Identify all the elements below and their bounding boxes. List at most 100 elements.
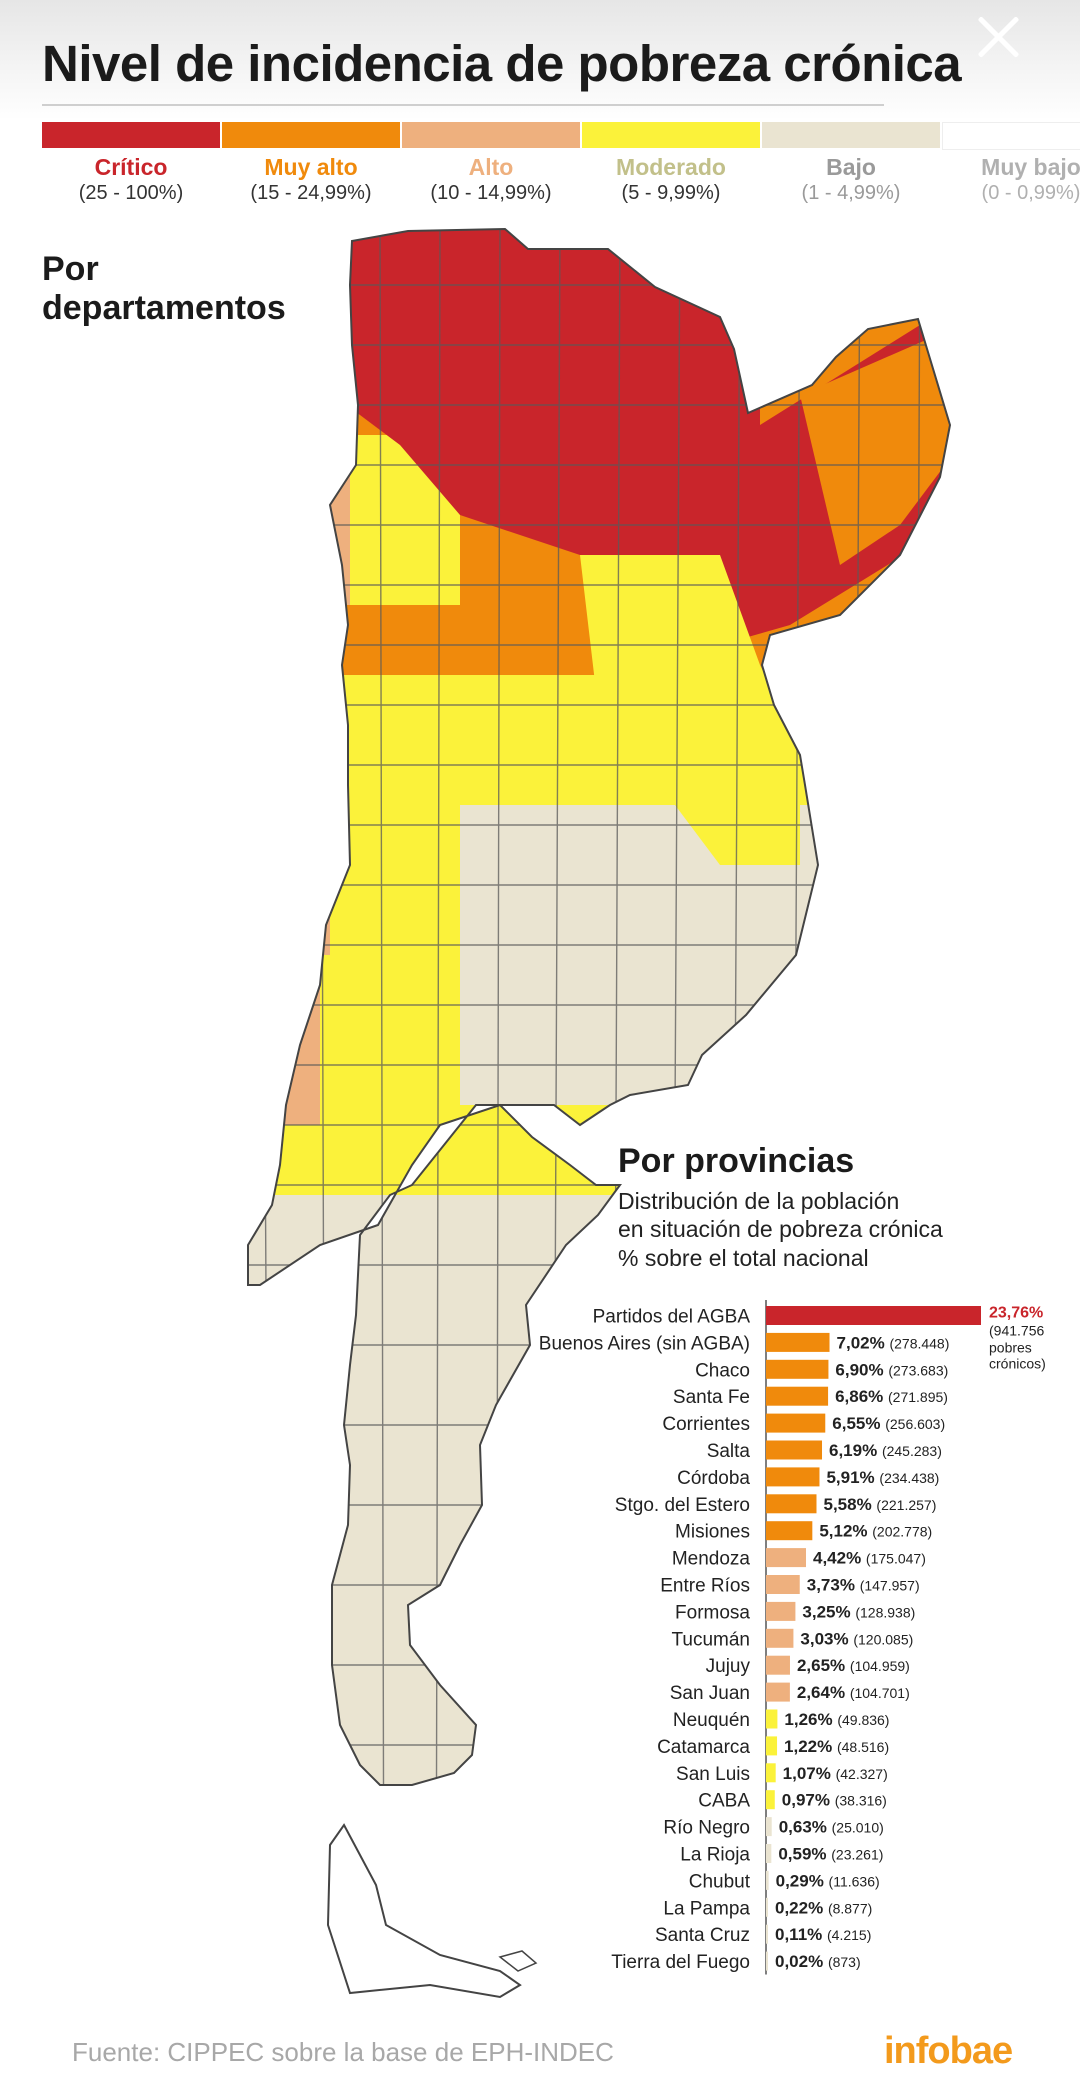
bar-24 [766,1951,768,1971]
legend-label-muy-alto: Muy alto [264,154,358,180]
bar-value-label-3: 6,86% (271.895) [835,1387,948,1406]
bar-6 [766,1467,820,1487]
region-corrientes-sf [580,555,800,865]
bar-4 [766,1413,826,1433]
bar-14 [766,1682,790,1702]
bar-category-label-19: Río Negro [663,1818,750,1839]
bar-value-label-10: 3,73% (147.957) [807,1576,920,1595]
legend-range-alto: (10 - 14,99%) [430,182,552,204]
bar-value-label-17: 1,07% (42.327) [783,1764,888,1783]
bar-value-label-22: 0,22% (8.877) [775,1898,872,1917]
bar-value-label-13: 2,65% (104.959) [797,1656,910,1675]
source-caption: Fuente: CIPPEC sobre la base de EPH-INDE… [72,2037,614,2067]
legend-swatch-critico [42,122,220,148]
legend-range-muy-alto: (15 - 24,99%) [250,182,372,204]
bar-count-extra-1: crónicos) [989,1356,1046,1372]
country-outline [247,227,952,1786]
legend-swatch-moderado [582,122,760,148]
legend-range-bajo: (1 - 4,99%) [801,182,901,204]
bar-category-label-5: Salta [707,1441,751,1462]
legend-range-muy-bajo: (0 - 0,99%) [981,182,1080,204]
bar-8 [766,1521,813,1541]
bar-count-extra-0: pobres [989,1340,1032,1356]
bar-value-label-9: 4,42% (175.047) [813,1549,926,1568]
bar-7 [766,1494,817,1514]
bar-value-label-18: 0,97% (38.316) [782,1791,887,1810]
bar-category-label-0: Partidos del AGBA [593,1307,751,1328]
bar-value-label-23: 0,11% (4.215) [775,1925,871,1944]
bar-category-label-15: Neuquén [673,1710,750,1731]
bar-category-label-6: Córdoba [677,1468,750,1489]
legend-label-muy-bajo: Muy bajo [981,154,1080,180]
bar-21 [766,1870,769,1890]
bar-value-label-2: 6,90% (273.683) [835,1360,948,1379]
bar-value-label-4: 6,55% (256.603) [832,1414,945,1433]
provinces-heading: Por provincias [618,1142,855,1180]
legend-label-alto: Alto [468,154,514,180]
bar-17 [766,1763,776,1783]
legend-label-critico: Crítico [94,154,168,180]
title-divider [42,104,884,106]
legend-swatch-alto [402,122,580,148]
page-title: Nivel de incidencia de pobreza crónica [42,35,962,92]
bar-value-label-20: 0,59% (23.261) [778,1845,883,1864]
bar-category-label-13: Jujuy [706,1656,751,1677]
legend-swatch-muy-alto [222,122,400,148]
bar-value-label-1: 7,02% (278.448) [837,1333,950,1352]
bar-value-label-15: 1,26% (49.836) [784,1710,889,1729]
bar-category-label-16: Catamarca [657,1737,750,1758]
bar-category-label-8: Misiones [675,1522,750,1543]
bar-18 [766,1790,775,1810]
bar-category-label-20: La Rioja [680,1845,750,1866]
bar-10 [766,1575,800,1594]
bar-12 [766,1628,794,1648]
bar-count-label-0: (941.756 [989,1323,1044,1339]
bar-23 [766,1924,768,1944]
bar-category-label-3: Santa Fe [673,1387,750,1408]
bar-category-label-1: Buenos Aires (sin AGBA) [539,1333,750,1354]
bar-category-label-22: La Pampa [663,1898,750,1919]
bar-11 [766,1601,796,1621]
bar-value-label-7: 5,58% (221.257) [823,1495,936,1514]
bar-22 [766,1897,768,1917]
bar-20 [766,1844,772,1863]
provinces-subtitle-line1: Distribución de la población [618,1188,900,1214]
bar-1 [766,1332,830,1352]
bar-category-label-18: CABA [698,1791,750,1812]
tierra-del-fuego-outline [326,1823,522,1999]
bar-2 [766,1359,829,1379]
bar-3 [766,1386,829,1406]
bar-value-label-12: 3,03% (120.085) [800,1629,913,1648]
infobae-logo: infobae [884,2030,1013,2072]
bar-13 [766,1655,790,1675]
bar-category-label-9: Mendoza [672,1549,751,1570]
bar-category-label-17: San Luis [676,1764,750,1785]
bar-value-label-19: 0,63% (25.010) [779,1818,884,1837]
bar-16 [766,1736,778,1756]
bar-15 [766,1709,778,1729]
provinces-subtitle-line3: % sobre el total nacional [618,1245,869,1271]
bar-category-label-12: Tucumán [672,1629,751,1650]
bar-category-label-10: Entre Ríos [660,1576,750,1597]
departments-heading: Por departamentos [42,250,286,328]
bar-category-label-2: Chaco [695,1360,750,1381]
legend-range-moderado: (5 - 9,99%) [621,182,721,204]
bar-category-label-14: San Juan [670,1683,750,1704]
legend-swatch-bajo [762,122,940,148]
bar-value-label-5: 6,19% (245.283) [829,1441,942,1460]
bar-value-label-14: 2,64% (104.701) [797,1683,910,1702]
bar-value-label-0: 23,76% [989,1305,1043,1322]
bar-5 [766,1440,823,1460]
region-misiones [800,325,950,565]
legend-label-bajo: Bajo [826,154,876,180]
header-background [0,0,1080,120]
bar-category-label-11: Formosa [675,1602,750,1623]
islands-outline [498,1950,538,1972]
legend-label-moderado: Moderado [616,154,726,180]
bar-0 [766,1306,981,1325]
argentina-department-map [247,227,952,1999]
bar-category-label-4: Corrientes [662,1414,750,1435]
legend-swatch-muy-bajo [942,122,1080,150]
bar-value-label-8: 5,12% (202.778) [819,1522,932,1541]
